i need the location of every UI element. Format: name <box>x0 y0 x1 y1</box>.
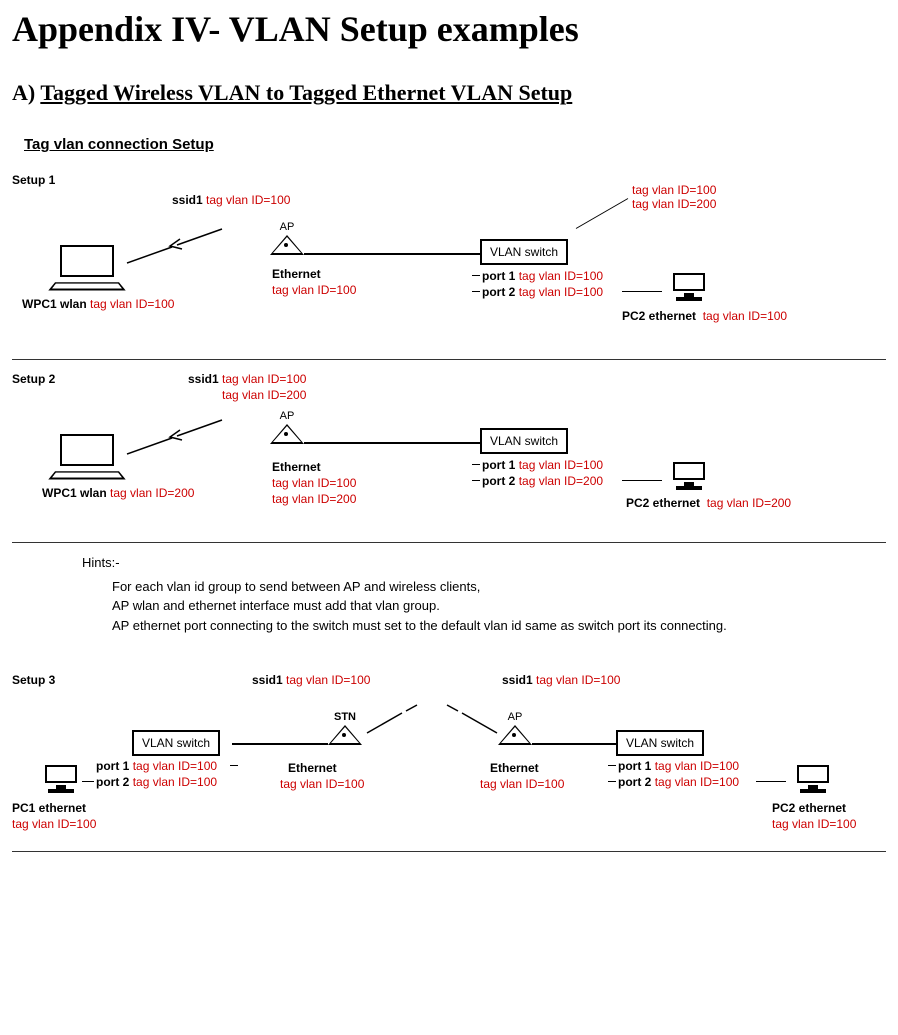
ap-icon: AP <box>498 725 532 749</box>
setup3-diagram: Setup 3 ssid1 tag vlan ID=100 ssid1 tag … <box>12 665 886 845</box>
connector-line <box>304 253 484 255</box>
connector-line <box>756 781 786 782</box>
connector-line <box>82 781 94 782</box>
port1-vlan: tag vlan ID=100 <box>655 759 739 773</box>
connector-line <box>472 291 480 292</box>
vlan-switch-box: VLAN switch <box>132 730 220 756</box>
pc1-label: PC1 ethernet <box>12 801 86 815</box>
ssid-left-vlan: tag vlan ID=100 <box>286 673 370 687</box>
pc2-vlan: tag vlan ID=100 <box>703 309 787 323</box>
eth-vlan: tag vlan ID=100 <box>272 283 356 297</box>
wireless-link-icon <box>122 221 262 272</box>
port2-vlan: tag vlan ID=200 <box>519 474 603 488</box>
ssid-left-label: ssid1 <box>252 673 283 687</box>
wpc-vlan: tag vlan ID=200 <box>110 486 194 500</box>
hints-title: Hints:- <box>82 553 886 573</box>
eth-right-label: Ethernet <box>490 761 539 775</box>
eth-left-label: Ethernet <box>288 761 337 775</box>
connector-line <box>472 480 480 481</box>
pc2-label: PC2 ethernet <box>622 309 696 323</box>
port1-vlan: tag vlan ID=100 <box>519 458 603 472</box>
ssid-vlan1: tag vlan ID=100 <box>222 372 306 386</box>
vlan-switch-box: VLAN switch <box>616 730 704 756</box>
wireless-link-icon <box>362 695 502 750</box>
setup1-label: Setup 1 <box>12 173 55 187</box>
ap-icon: AP <box>270 424 304 448</box>
port2-vlan: tag vlan ID=100 <box>133 775 217 789</box>
connector-line <box>532 743 620 745</box>
switch-vlan2: tag vlan ID=200 <box>632 197 716 211</box>
ssid-label: ssid1 <box>188 372 219 386</box>
eth-left-vlan: tag vlan ID=100 <box>280 777 364 791</box>
pc-icon <box>668 462 710 490</box>
pc1-vlan: tag vlan ID=100 <box>12 817 96 831</box>
port1-label: port 1 <box>482 458 515 472</box>
setup1-diagram: Setup 1 ssid1 tag vlan ID=100 WPC1 wlan … <box>12 173 886 353</box>
hints-block: Hints:- For each vlan id group to send b… <box>112 553 886 635</box>
divider <box>12 542 886 543</box>
pc2-vlan: tag vlan ID=200 <box>707 496 791 510</box>
port2-vlan: tag vlan ID=100 <box>519 285 603 299</box>
port2-label: port 2 <box>482 285 515 299</box>
connector-line <box>232 743 328 745</box>
hints-line: AP wlan and ethernet interface must add … <box>112 596 886 616</box>
eth-vlan1: tag vlan ID=100 <box>272 476 356 490</box>
ap-icon: AP <box>270 235 304 259</box>
hints-line: AP ethernet port connecting to the switc… <box>112 616 886 636</box>
ssid-right-vlan: tag vlan ID=100 <box>536 673 620 687</box>
switch-vlan1: tag vlan ID=100 <box>632 183 716 197</box>
eth-label: Ethernet <box>272 460 321 474</box>
pc-icon <box>40 765 82 793</box>
connector-line <box>608 781 616 782</box>
connector-line <box>622 480 662 481</box>
stn-icon: STN <box>328 725 362 749</box>
vlan-switch-box: VLAN switch <box>480 428 568 454</box>
ssid-label: ssid1 <box>172 193 203 207</box>
eth-label: Ethernet <box>272 267 321 281</box>
connector-line <box>472 464 480 465</box>
divider <box>12 359 886 360</box>
ssid-vlan: tag vlan ID=100 <box>206 193 290 207</box>
port1-vlan: tag vlan ID=100 <box>519 269 603 283</box>
setup3-label: Setup 3 <box>12 673 55 687</box>
ssid-vlan2: tag vlan ID=200 <box>222 388 306 402</box>
pc2-vlan: tag vlan ID=100 <box>772 817 856 831</box>
ssid-right-label: ssid1 <box>502 673 533 687</box>
port2-label: port 2 <box>618 775 651 789</box>
connector-line <box>472 275 480 276</box>
pc2-label: PC2 ethernet <box>772 801 846 815</box>
port1-label: port 1 <box>96 759 129 773</box>
port2-label: port 2 <box>482 474 515 488</box>
laptop-icon <box>52 434 122 480</box>
eth-vlan2: tag vlan ID=200 <box>272 492 356 506</box>
connector-line <box>576 198 628 229</box>
laptop-icon <box>52 245 122 291</box>
section-title: Tag vlan connection Setup <box>24 136 886 153</box>
port1-label: port 1 <box>618 759 651 773</box>
wpc-label: WPC1 wlan <box>42 486 107 500</box>
connector-line <box>622 291 662 292</box>
pc-icon <box>792 765 834 793</box>
setup2-diagram: Setup 2 ssid1 tag vlan ID=100 tag vlan I… <box>12 366 886 536</box>
port2-label: port 2 <box>96 775 129 789</box>
port2-vlan: tag vlan ID=100 <box>655 775 739 789</box>
eth-right-vlan: tag vlan ID=100 <box>480 777 564 791</box>
port1-label: port 1 <box>482 269 515 283</box>
connector-line <box>608 765 616 766</box>
divider <box>12 851 886 852</box>
pc-icon <box>668 273 710 301</box>
connector-line <box>304 442 484 444</box>
port1-vlan: tag vlan ID=100 <box>133 759 217 773</box>
connector-line <box>230 765 238 766</box>
wpc-vlan: tag vlan ID=100 <box>90 297 174 311</box>
setup2-label: Setup 2 <box>12 372 55 386</box>
page-subtitle: A) Tagged Wireless VLAN to Tagged Ethern… <box>12 80 886 106</box>
pc2-label: PC2 ethernet <box>626 496 700 510</box>
page-title: Appendix IV- VLAN Setup examples <box>12 8 886 50</box>
wireless-link-icon <box>122 412 262 463</box>
vlan-switch-box: VLAN switch <box>480 239 568 265</box>
hints-line: For each vlan id group to send between A… <box>112 577 886 597</box>
wpc-label: WPC1 wlan <box>22 297 87 311</box>
